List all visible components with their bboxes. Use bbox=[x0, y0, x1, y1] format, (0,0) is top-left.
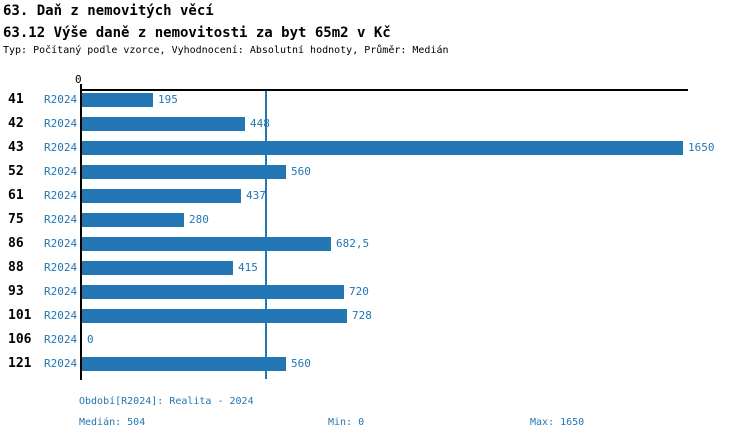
series-label: R2024 bbox=[44, 213, 78, 226]
footer-max: Max: 1650 bbox=[530, 417, 585, 428]
value-label: 560 bbox=[291, 357, 311, 370]
chart-row: 121 R2024 560 bbox=[0, 357, 750, 371]
value-label: 720 bbox=[349, 285, 369, 298]
median-reference-line bbox=[265, 91, 267, 379]
series-label: R2024 bbox=[44, 189, 78, 202]
chart-row: 41 R2024 195 bbox=[0, 93, 750, 107]
chart-meta-line: Typ: Počítaný podle vzorce, Vyhodnocení:… bbox=[3, 45, 449, 56]
footer-period: Období[R2024]: Realita - 2024 bbox=[79, 396, 254, 407]
bar bbox=[82, 165, 286, 179]
chart-row: 93 R2024 720 bbox=[0, 285, 750, 299]
category-label: 41 bbox=[8, 92, 24, 107]
value-label: 448 bbox=[250, 117, 270, 130]
value-label: 682,5 bbox=[336, 237, 370, 250]
bar bbox=[82, 285, 344, 299]
bar bbox=[82, 93, 153, 107]
series-label: R2024 bbox=[44, 357, 78, 370]
chart-row: 43 R2024 1650 bbox=[0, 141, 750, 155]
value-label: 560 bbox=[291, 165, 311, 178]
bar bbox=[82, 309, 347, 323]
chart-title-main: 63. Daň z nemovitých věcí bbox=[3, 3, 214, 19]
category-label: 101 bbox=[8, 308, 32, 323]
series-label: R2024 bbox=[44, 165, 78, 178]
bar bbox=[82, 357, 286, 371]
footer-median: Medián: 504 bbox=[79, 417, 146, 428]
value-label: 437 bbox=[246, 189, 266, 202]
bar bbox=[82, 213, 184, 227]
x-axis-line bbox=[81, 89, 688, 91]
bar bbox=[82, 117, 245, 131]
category-label: 61 bbox=[8, 188, 24, 203]
value-label: 195 bbox=[158, 93, 178, 106]
category-label: 106 bbox=[8, 332, 32, 347]
category-label: 43 bbox=[8, 140, 24, 155]
category-label: 93 bbox=[8, 284, 24, 299]
y-axis-line bbox=[80, 84, 82, 380]
category-label: 42 bbox=[8, 116, 24, 131]
series-label: R2024 bbox=[44, 333, 78, 346]
series-label: R2024 bbox=[44, 261, 78, 274]
value-label: 415 bbox=[238, 261, 258, 274]
chart-row: 88 R2024 415 bbox=[0, 261, 750, 275]
series-label: R2024 bbox=[44, 117, 78, 130]
bar bbox=[82, 141, 683, 155]
bar bbox=[82, 189, 241, 203]
bar bbox=[82, 237, 331, 251]
category-label: 121 bbox=[8, 356, 32, 371]
chart-row: 42 R2024 448 bbox=[0, 117, 750, 131]
category-label: 88 bbox=[8, 260, 24, 275]
chart-title-sub: 63.12 Výše daně z nemovitosti za byt 65m… bbox=[3, 25, 391, 41]
chart-row: 75 R2024 280 bbox=[0, 213, 750, 227]
value-label: 1650 bbox=[688, 141, 715, 154]
chart-row: 101 R2024 728 bbox=[0, 309, 750, 323]
chart-row: 61 R2024 437 bbox=[0, 189, 750, 203]
series-label: R2024 bbox=[44, 285, 78, 298]
category-label: 75 bbox=[8, 212, 24, 227]
footer-min: Min: 0 bbox=[328, 417, 365, 428]
value-label: 280 bbox=[189, 213, 209, 226]
category-label: 52 bbox=[8, 164, 24, 179]
series-label: R2024 bbox=[44, 141, 78, 154]
bar bbox=[82, 261, 233, 275]
chart-row: 52 R2024 560 bbox=[0, 165, 750, 179]
value-label: 728 bbox=[352, 309, 372, 322]
chart-row: 106 R2024 0 bbox=[0, 333, 750, 347]
chart-row: 86 R2024 682,5 bbox=[0, 237, 750, 251]
series-label: R2024 bbox=[44, 93, 78, 106]
series-label: R2024 bbox=[44, 237, 78, 250]
value-label: 0 bbox=[87, 333, 94, 346]
series-label: R2024 bbox=[44, 309, 78, 322]
category-label: 86 bbox=[8, 236, 24, 251]
axis-origin-label: 0 bbox=[75, 73, 82, 86]
